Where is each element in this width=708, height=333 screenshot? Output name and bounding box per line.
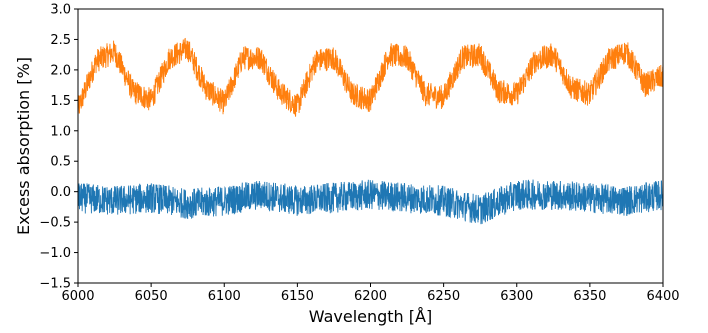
x-tick-label: 6150: [281, 289, 314, 304]
x-tick-label: 6400: [646, 289, 679, 304]
y-tick-label: 0.5: [50, 155, 71, 170]
x-axis-ticks: 6000 6050 6100 6150 6200 6250 6300 6350 6400: [61, 283, 680, 304]
x-tick-label: 6200: [354, 289, 387, 304]
x-tick-label: 6100: [208, 289, 241, 304]
y-tick-label: −0.5: [39, 216, 71, 231]
y-tick-label: 1.0: [50, 124, 71, 139]
x-tick-label: 6250: [427, 289, 460, 304]
y-axis-ticks: −1.5 −1.0 −0.5 0.0 0.5 1.0 1.5 2.0 2.5 3.0: [39, 3, 78, 292]
x-tick-label: 6300: [500, 289, 533, 304]
x-tick-label: 6350: [573, 289, 606, 304]
y-tick-label: 2.0: [50, 63, 71, 78]
x-axis-label: Wavelength [Å]: [309, 307, 432, 326]
y-tick-label: 0.0: [50, 185, 71, 200]
y-axis-label: Excess absorption [%]: [14, 57, 33, 235]
y-tick-label: −1.5: [39, 277, 71, 292]
x-tick-label: 6050: [135, 289, 168, 304]
plot-frame: [77, 8, 664, 284]
series-line-1: [77, 179, 664, 225]
y-tick-label: 3.0: [50, 3, 71, 18]
series-group: [77, 37, 664, 225]
y-tick-label: 1.5: [50, 94, 71, 109]
series-line-0: [77, 37, 664, 117]
y-tick-label: −1.0: [39, 246, 71, 261]
x-tick-label: 6000: [61, 289, 94, 304]
y-tick-label: 2.5: [50, 33, 71, 48]
